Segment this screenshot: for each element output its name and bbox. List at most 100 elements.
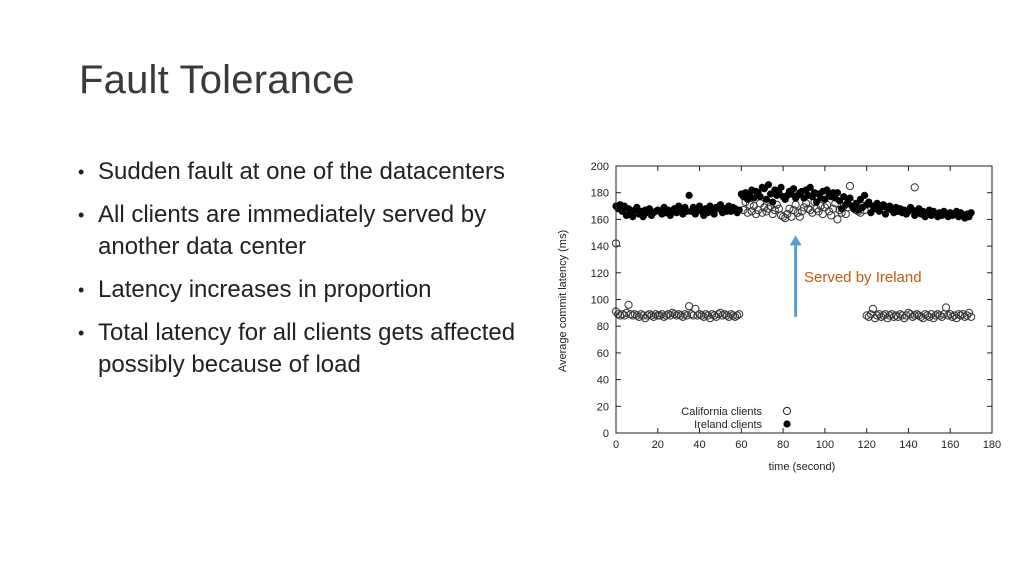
chart-axes: 0 20 40 60 80 100 120 140 160 180 0 20 40 60 80 100 120 1… xyxy=(591,161,1002,451)
california-point xyxy=(743,208,752,217)
california-point xyxy=(829,204,838,213)
annotation-label: Served by Ireland xyxy=(804,269,922,286)
california-point xyxy=(916,312,926,321)
california-point xyxy=(956,311,965,320)
chart-legend: California clients Ireland clients xyxy=(681,406,792,431)
california-point xyxy=(918,314,928,323)
x-tick-label: 0 xyxy=(613,439,619,451)
x-tick-label: 20 xyxy=(652,439,664,451)
california-point xyxy=(722,311,731,320)
california-point xyxy=(678,312,687,321)
california-point xyxy=(720,310,729,319)
bullet-item: • Total latency for all clients gets affe… xyxy=(78,317,518,381)
california-point xyxy=(958,310,967,319)
california-point xyxy=(768,209,777,219)
california-point xyxy=(699,312,708,321)
california-point xyxy=(927,310,936,319)
california-point xyxy=(680,310,690,319)
california-point xyxy=(659,312,669,321)
california-point xyxy=(651,310,660,319)
bullet-text: All clients are immediately served by an… xyxy=(98,201,487,260)
california-point xyxy=(697,311,706,320)
california-point xyxy=(645,310,654,319)
california-point xyxy=(628,311,637,320)
ireland-point xyxy=(789,185,798,193)
california-point xyxy=(946,310,955,319)
y-tick-label: 140 xyxy=(591,241,609,253)
ireland-point xyxy=(840,193,848,201)
california-point xyxy=(933,310,942,319)
california-point xyxy=(925,312,934,321)
california-point xyxy=(728,311,738,320)
ireland-point xyxy=(750,194,758,202)
latency-chart: 0 20 40 60 80 100 120 140 160 180 0 20 40 60 80 100 120 1… xyxy=(552,156,1012,476)
california-point xyxy=(910,183,919,192)
california-point xyxy=(879,311,888,320)
california-point xyxy=(770,205,779,215)
ireland-point xyxy=(762,195,770,203)
california-point xyxy=(935,311,944,320)
california-point xyxy=(764,204,773,213)
california-point xyxy=(695,310,704,319)
california-point xyxy=(649,312,658,321)
ireland-point xyxy=(846,194,854,202)
california-point xyxy=(726,310,735,319)
california-point xyxy=(758,208,767,217)
california-point xyxy=(620,311,629,320)
california-point xyxy=(950,311,959,320)
chart-svg: 0 20 40 60 80 100 120 140 160 180 0 20 40 60 80 100 120 1… xyxy=(557,161,1002,473)
california-point xyxy=(664,310,673,319)
california-point xyxy=(795,212,804,221)
ireland-point xyxy=(777,183,785,191)
california-point xyxy=(941,303,951,312)
california-point xyxy=(674,310,683,319)
ireland-point xyxy=(806,183,814,191)
california-point xyxy=(944,311,953,320)
california-point xyxy=(735,310,744,319)
bullet-text: Sudden fault at one of the datacenters xyxy=(98,158,505,185)
x-tick-label: 40 xyxy=(693,439,705,451)
california-point xyxy=(747,207,756,216)
annotation-arrow-head xyxy=(789,235,802,246)
california-point xyxy=(668,308,677,317)
california-point xyxy=(724,312,733,321)
california-point xyxy=(906,310,915,319)
california-point xyxy=(730,312,740,321)
california-point xyxy=(902,311,911,320)
california-point xyxy=(657,310,667,319)
california-point xyxy=(632,311,641,320)
bullet-dot-icon: • xyxy=(78,323,85,343)
california-point xyxy=(687,310,696,319)
x-tick-label: 60 xyxy=(735,439,747,451)
ireland-point xyxy=(769,198,777,206)
california-point xyxy=(751,209,761,219)
ireland-point xyxy=(967,209,975,217)
california-point xyxy=(814,207,823,216)
x-tick-label: 100 xyxy=(816,439,834,451)
bullet-dot-icon: • xyxy=(78,205,85,225)
california-point xyxy=(783,209,792,219)
california-point xyxy=(776,211,786,220)
california-point xyxy=(875,310,884,319)
bullet-text: Total latency for all clients gets affec… xyxy=(98,319,516,378)
california-point xyxy=(937,312,946,321)
california-point xyxy=(900,314,909,323)
california-point xyxy=(914,311,923,320)
served-by-ireland-annotation: Served by Ireland xyxy=(789,235,922,317)
bullet-text: Latency increases in proportion xyxy=(98,276,432,303)
y-tick-label: 160 xyxy=(591,214,609,226)
ireland-point xyxy=(860,191,869,199)
california-point xyxy=(655,311,664,320)
california-point xyxy=(964,308,974,317)
y-axis-label: Average commit latency (ms) xyxy=(557,230,569,372)
california-point xyxy=(756,199,765,208)
california-point xyxy=(733,311,742,320)
california-point xyxy=(793,208,802,217)
california-point xyxy=(670,310,679,319)
california-point xyxy=(682,311,692,320)
y-tick-label: 100 xyxy=(591,295,609,307)
california-point xyxy=(630,310,639,319)
california-series xyxy=(611,181,976,323)
california-point xyxy=(613,310,623,319)
